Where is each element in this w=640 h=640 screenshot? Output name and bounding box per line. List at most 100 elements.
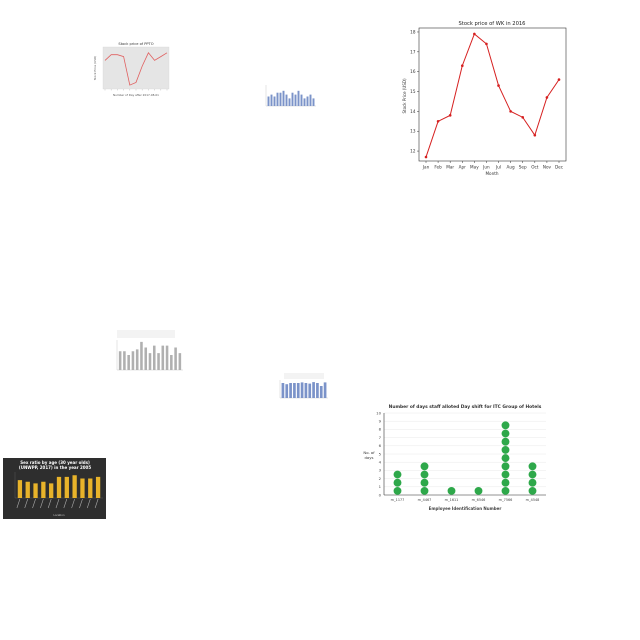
blue-top-bar (288, 98, 291, 106)
days-dot (501, 429, 510, 438)
blue-top-bar (291, 92, 294, 106)
wk-x-tick-label: Dec (555, 165, 564, 170)
gray-bar (123, 351, 126, 370)
days-x-tick-label: m_6546 (472, 498, 486, 502)
sex-ratio-x-tick-mark (24, 498, 29, 509)
gray-bar (118, 351, 122, 370)
wk-x-tick-label: Aug (507, 165, 516, 170)
wk-y-tick-label: 12 (410, 149, 416, 154)
wk-point (424, 155, 428, 159)
blue-mid-bar (300, 382, 304, 398)
days-staff-title: Number of days staff alloted Day shift f… (389, 404, 542, 410)
blue-top-bar (312, 98, 315, 106)
gray-bar (140, 341, 143, 370)
days-y-tick-label: 9 (379, 419, 382, 424)
sex-ratio-bar (72, 475, 77, 498)
gray-bar (131, 351, 135, 370)
wk-x-tick-label: Sep (519, 165, 527, 170)
blue-top-bar (276, 92, 279, 106)
stock-wk-chart: Stock price of WK in 2016 12 13 14 15 16 17 18… (398, 16, 570, 178)
sex-ratio-title-line2: (UNWPP, 2017) in the year 2005 (19, 465, 91, 470)
days-y-tick-label: 2 (379, 476, 382, 481)
days-x-tick-label: m_4548 (526, 498, 540, 502)
days-dot (393, 486, 402, 495)
gray-bars-chart (103, 328, 187, 386)
sex-ratio-xlabel: Location (54, 513, 65, 517)
wk-y-tick-label: 16 (410, 69, 416, 74)
stock-ppto-ylabel: Stock Price (USD) (93, 56, 97, 81)
wk-y-tick-label: 13 (410, 129, 416, 134)
wk-x-tick-label: Oct (531, 165, 539, 170)
days-x-tick-label: m_7566 (499, 498, 513, 502)
blue-mid-bar (316, 383, 319, 398)
days-dot (420, 486, 429, 495)
days-staff-chart: Number of days staff alloted Day shift f… (360, 400, 550, 515)
days-y-tick-label: 4 (379, 460, 382, 465)
sex-ratio-x-tick-mark (32, 498, 36, 509)
wk-y-tick-label: 17 (410, 49, 416, 54)
wk-point (497, 84, 500, 87)
sex-ratio-x-tick-mark (86, 498, 91, 509)
days-y-tick-label: 0 (379, 492, 382, 497)
days-dot (393, 478, 402, 487)
ppto-series-line (104, 52, 168, 86)
days-y-tick-label: 6 (379, 443, 382, 448)
days-dot (528, 486, 537, 495)
gray-bar (127, 355, 130, 370)
days-y-tick-label: 10 (376, 410, 381, 415)
blue-mid-bar (319, 386, 323, 398)
wk-point (557, 78, 561, 81)
gray-bar (144, 347, 148, 370)
blue-mid-bar (289, 383, 292, 398)
days-staff-ylabel-line1: No. of (363, 450, 375, 455)
stock-ppto-chart: Stock price of PPTO Number of Day after … (85, 38, 175, 100)
sex-ratio-bar (64, 476, 69, 498)
blue-top-bar (273, 96, 276, 106)
blue-top-bar (270, 94, 273, 106)
sex-ratio-x-tick-mark (16, 498, 21, 509)
days-dot (501, 445, 510, 454)
blue-mid-bar (293, 383, 296, 398)
blue-top-bar (309, 94, 312, 106)
days-dot (501, 462, 510, 471)
days-dot (528, 478, 537, 487)
days-y-tick-label: 1 (379, 484, 382, 489)
days-dot (420, 462, 429, 471)
days-dot (393, 470, 402, 479)
sex-ratio-x-tick-mark (79, 498, 83, 509)
blue-top-bar (279, 92, 282, 106)
blue-top-bar (267, 96, 270, 106)
blue-top-bar (294, 94, 297, 106)
wk-x-tick-label: Feb (434, 165, 442, 170)
days-dot (528, 470, 537, 479)
days-staff-ylabel-line2: days (365, 455, 374, 460)
days-dot (501, 470, 510, 479)
sex-ratio-bar (49, 483, 54, 498)
blue-bars-mid-chart (274, 372, 330, 410)
wk-point (460, 64, 464, 68)
days-staff-xlabel: Employee Identification Number (429, 506, 502, 511)
gray-bar (152, 345, 156, 370)
sex-ratio-bar (41, 481, 46, 498)
days-x-tick-label: m_1177 (391, 498, 405, 502)
days-dot (447, 486, 456, 495)
gray-bar (148, 353, 152, 370)
blue-bars-top-chart (262, 83, 318, 119)
gray-bar (165, 345, 169, 370)
blue-top-bar (297, 90, 300, 106)
sex-ratio-bar (95, 476, 101, 498)
blue-mid-bar (323, 382, 327, 398)
blue-top-bar (303, 98, 306, 106)
stock-ppto-title: Stock price of PPTO (118, 42, 153, 46)
days-dot (501, 486, 510, 495)
stock-wk-xlabel: Month (485, 171, 498, 176)
wk-point (473, 32, 476, 36)
wk-series-line (425, 33, 560, 158)
sex-ratio-x-tick-mark (94, 498, 99, 509)
days-dot (528, 462, 537, 471)
sex-ratio-bar (25, 481, 30, 498)
wk-point (436, 119, 440, 123)
sex-ratio-x-tick-mark (40, 498, 44, 509)
wk-x-tick-label: Mar (446, 165, 454, 170)
days-dot (420, 470, 429, 479)
